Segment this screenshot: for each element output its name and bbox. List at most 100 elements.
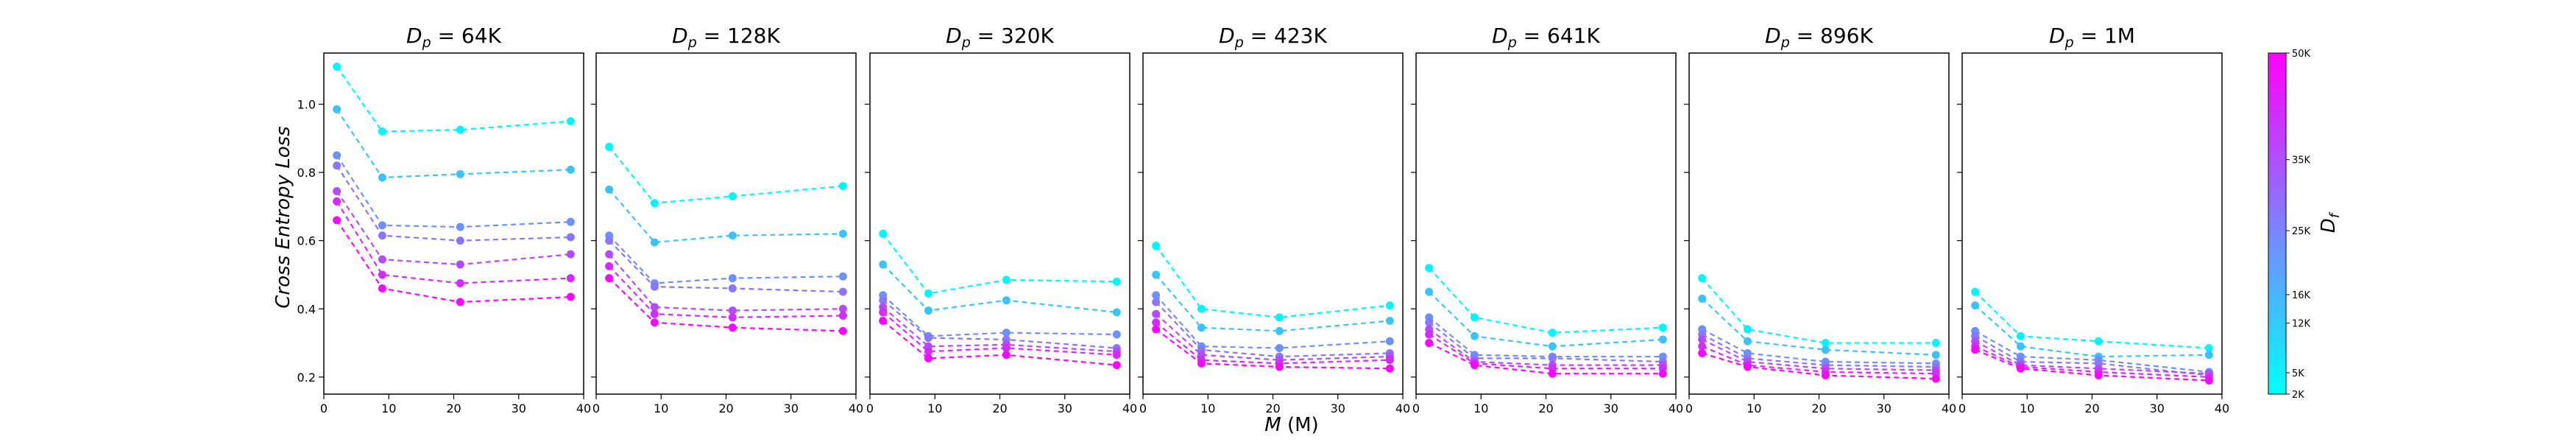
series-line (608, 253, 843, 312)
panel-6: Dp = 896K 0 10 20 30 40 (1684, 24, 1956, 415)
series-line (882, 294, 1117, 337)
data-point (1112, 308, 1121, 317)
series-line (1701, 298, 1936, 356)
series-line (882, 312, 1117, 356)
data-point (566, 165, 575, 174)
series-line (1975, 345, 2209, 378)
data-point (1425, 339, 1434, 348)
data-point (1197, 304, 1206, 313)
panel-frame (595, 52, 857, 395)
data-point (838, 326, 847, 335)
x-tick-label: 0 (866, 401, 874, 415)
x-tick-label: 40 (1942, 401, 1956, 415)
data-point (1931, 374, 1940, 383)
series-line (882, 306, 1117, 353)
series-line (1975, 335, 2209, 376)
y-tick-label: 0.8 (297, 166, 316, 180)
data-point (605, 274, 614, 283)
data-point (838, 312, 847, 320)
data-point (456, 222, 464, 231)
colorbar-tick-label: 5K (2292, 368, 2304, 379)
data-point (1698, 294, 1707, 303)
data-point (2016, 332, 2025, 340)
data-point (2016, 364, 2025, 373)
data-point (924, 289, 933, 298)
x-tick-label: 0 (1958, 401, 1966, 415)
data-point (728, 274, 737, 283)
x-tick-label: 30 (512, 401, 526, 415)
colorbar-tick-label: 12K (2292, 319, 2311, 330)
series-line (1975, 330, 2209, 373)
data-point (2204, 351, 2213, 359)
panel-title: Dp = 320K (946, 24, 1054, 51)
colorbar-tick-label: 50K (2292, 49, 2311, 60)
data-point (650, 199, 659, 208)
series-line (1702, 338, 1936, 371)
data-point (1743, 337, 1752, 345)
series-line (1701, 277, 1936, 344)
data-point (333, 216, 342, 225)
data-point (728, 323, 737, 332)
panel-title: Dp = 423K (1219, 24, 1327, 51)
data-point (1425, 287, 1434, 296)
data-point (1152, 309, 1161, 318)
x-tick-label: 40 (1395, 401, 1410, 415)
series-line (1155, 274, 1390, 332)
x-tick-label: 40 (1669, 401, 1683, 415)
data-point (2094, 371, 2103, 380)
data-point (378, 270, 386, 279)
panel-title: Dp = 1M (2049, 24, 2135, 51)
data-point (1971, 345, 1980, 354)
colorbar-tick-label: 35K (2292, 155, 2311, 166)
data-point (605, 262, 614, 270)
data-point (1002, 276, 1011, 284)
panel-1: Dp = 64K 0 10 20 30 40 0.2 0.4 0.6 0.8 1.0 (297, 24, 592, 415)
panels: Dp = 64K 0 10 20 30 40 0.2 0.4 0.6 0.8 1.0 Dp = 128… (297, 24, 2230, 415)
colorbar-gradient (2268, 52, 2287, 395)
data-point (838, 272, 847, 281)
data-point (1002, 343, 1011, 352)
data-point (728, 192, 737, 200)
data-point (1385, 337, 1394, 345)
data-point (728, 284, 737, 292)
x-tick-label: 10 (2020, 401, 2034, 415)
series-line (1428, 316, 1663, 358)
data-point (728, 306, 737, 315)
data-point (650, 309, 659, 318)
colorbar-tick-label: 16K (2292, 290, 2311, 301)
data-point (838, 287, 847, 296)
data-point (333, 63, 342, 71)
y-tick-label: 0.4 (297, 302, 316, 316)
colorbar-label: Df (2318, 211, 2343, 233)
data-point (728, 231, 737, 240)
panel-frame (869, 52, 1130, 395)
x-tick-label: 30 (2150, 401, 2165, 415)
series-line (336, 190, 571, 266)
x-tick-label: 10 (1200, 401, 1215, 415)
series-line (1428, 291, 1663, 348)
data-point (1112, 277, 1121, 286)
series-line (608, 265, 843, 318)
data-point (1470, 313, 1479, 322)
data-point (1658, 323, 1667, 332)
x-tick-label: 0 (592, 401, 600, 415)
data-point (1275, 313, 1284, 322)
x-tick-label: 10 (654, 401, 668, 415)
panel-5: Dp = 641K 0 10 20 30 40 (1411, 24, 1683, 415)
data-point (456, 169, 464, 178)
data-point (650, 303, 659, 312)
data-point (650, 238, 659, 247)
data-point (456, 279, 464, 288)
series-line (336, 200, 571, 284)
series-line (1155, 321, 1390, 365)
x-tick-label: 20 (1538, 401, 1553, 415)
data-point (1658, 335, 1667, 344)
data-point (1548, 329, 1557, 337)
data-point (2016, 342, 2025, 351)
x-tick-label: 10 (927, 401, 942, 415)
data-point (2204, 343, 2213, 352)
panel-frame (1961, 52, 2223, 395)
x-tick-label: 30 (1877, 401, 1892, 415)
panel-7: Dp = 1M 0 10 20 30 40 (1957, 24, 2229, 415)
series-line (882, 320, 1117, 366)
